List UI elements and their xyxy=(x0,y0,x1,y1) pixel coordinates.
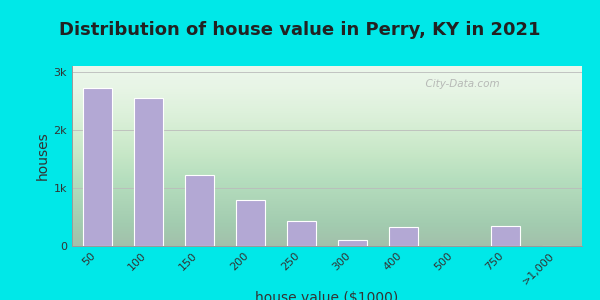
Bar xyxy=(389,227,418,246)
Y-axis label: houses: houses xyxy=(35,132,49,180)
Bar xyxy=(287,221,316,246)
Bar xyxy=(134,98,163,246)
Bar xyxy=(83,88,112,246)
Text: City-Data.com: City-Data.com xyxy=(419,79,499,88)
Bar xyxy=(185,175,214,246)
Bar xyxy=(491,226,520,246)
Bar xyxy=(338,240,367,246)
X-axis label: house value ($1000): house value ($1000) xyxy=(256,291,398,300)
Bar xyxy=(236,200,265,246)
Text: Distribution of house value in Perry, KY in 2021: Distribution of house value in Perry, KY… xyxy=(59,21,541,39)
